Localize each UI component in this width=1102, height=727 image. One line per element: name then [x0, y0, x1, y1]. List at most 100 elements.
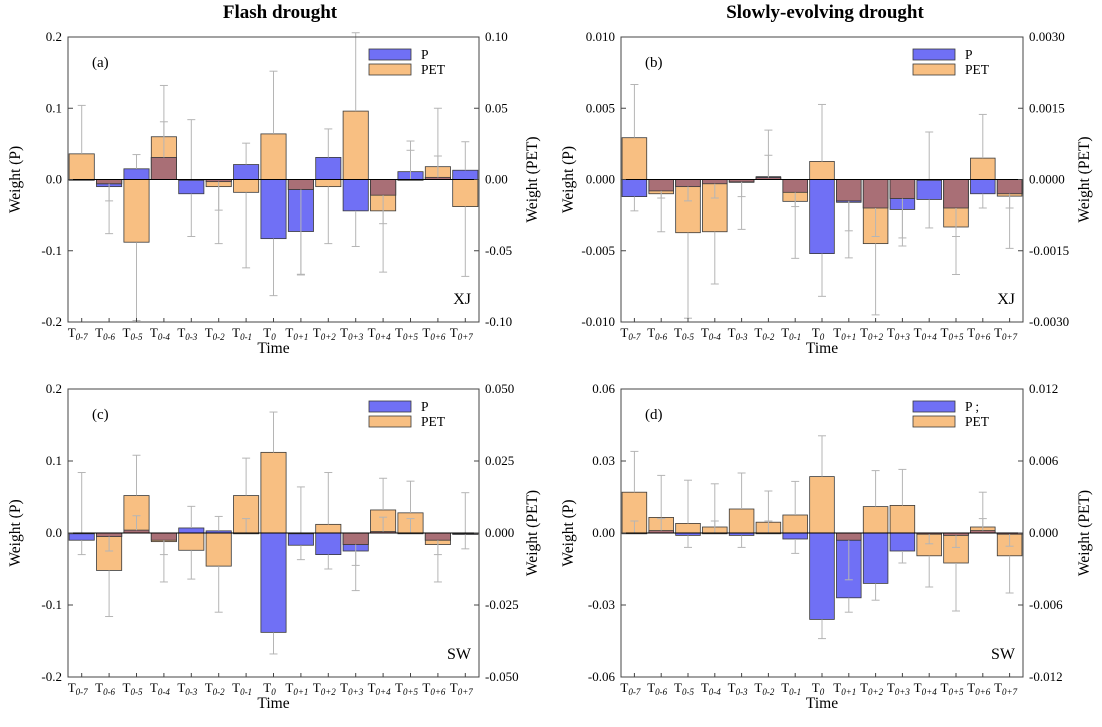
y-right-tick-label: 0.000 — [485, 525, 514, 540]
x-axis-title: Time — [806, 695, 838, 712]
x-tick-label-sub: 0-4 — [158, 332, 170, 342]
x-tick-label-sub: 0+3 — [895, 687, 911, 697]
x-tick-label-main: T — [368, 325, 376, 340]
y-right-axis-title: Weight (PET) — [524, 490, 541, 576]
bar-P — [260, 532, 287, 633]
y-left-tick-label: -0.1 — [41, 597, 62, 612]
x-tick-label-sub: 0+5 — [948, 332, 964, 342]
x-tick-label-main: T — [701, 680, 709, 695]
bar-PET — [315, 523, 342, 534]
legend-swatch-P — [912, 48, 956, 61]
x-tick-label: T0+2 — [313, 680, 337, 697]
x-tick-label-sub: 0+6 — [430, 687, 446, 697]
panel-label: (b) — [645, 55, 663, 71]
x-tick-label: T0-1 — [781, 325, 801, 342]
x-tick-label: T0+7 — [994, 325, 1018, 342]
legend-label-PET: PET — [965, 414, 990, 429]
x-tick-label: T0-1 — [232, 325, 252, 342]
bar-PET — [233, 179, 260, 193]
x-tick-label-sub: 0+5 — [403, 687, 419, 697]
x-tick-label: T0-4 — [150, 680, 170, 697]
bar-P — [916, 179, 942, 200]
x-tick-label: T0+2 — [860, 680, 884, 697]
x-tick-label-sub: 0+4 — [376, 687, 392, 697]
x-tick-label: T0 — [263, 325, 276, 342]
bar-PET — [782, 514, 808, 534]
y-right-tick-label: 0.000 — [1029, 525, 1058, 540]
bar-PET — [260, 451, 287, 534]
bar-P — [287, 532, 314, 546]
x-tick-label-sub: 0+1 — [293, 332, 308, 342]
bar-PET — [889, 504, 916, 534]
x-tick-label-sub: 0-6 — [103, 687, 115, 697]
x-tick-label-main: T — [422, 680, 430, 695]
x-tick-label-sub: 0-1 — [789, 332, 801, 342]
x-tick-label: T0-5 — [123, 325, 143, 342]
x-tick-label: T0+5 — [940, 325, 964, 342]
bar-overlap — [287, 179, 314, 190]
x-tick-label-main: T — [177, 325, 185, 340]
bar-overlap — [862, 179, 889, 209]
x-tick-label: T0+2 — [313, 325, 337, 342]
bar-PET — [123, 179, 150, 243]
y-left-tick-label: -0.2 — [41, 314, 62, 329]
panel-c: -0.2 -0.1 0.0 0.1 0.2 -0.050 -0.025 0.000 0.025 0… — [7, 381, 541, 712]
x-tick-label-sub: 0+7 — [458, 332, 474, 342]
x-tick-label-main: T — [150, 680, 158, 695]
y-right-tick-label: 0.025 — [485, 453, 514, 468]
x-tick-label: T0+6 — [967, 325, 991, 342]
x-tick-label-main: T — [232, 680, 240, 695]
x-tick-label: T0-3 — [177, 680, 197, 697]
x-tick-label-main: T — [647, 680, 655, 695]
bar-PET — [862, 506, 889, 534]
x-tick-label: T0+1 — [285, 680, 308, 697]
x-tick-label-main: T — [674, 325, 682, 340]
x-tick-label-main: T — [313, 680, 321, 695]
bar-PET — [315, 179, 342, 188]
x-tick-label-sub: 0+1 — [841, 332, 856, 342]
x-tick-label-sub: 0+4 — [922, 332, 938, 342]
bar-P — [782, 532, 808, 540]
x-tick-label-main: T — [422, 325, 430, 340]
y-right-tick-label: 0.0015 — [1029, 100, 1065, 115]
y-left-axis-title: Weight (P) — [560, 499, 577, 566]
y-left-tick-label: 0.06 — [592, 381, 615, 396]
x-tick-label-sub: 0+6 — [975, 687, 991, 697]
legend-swatch-P — [368, 400, 412, 413]
region-label: XJ — [453, 291, 471, 308]
bar-PET — [809, 476, 835, 534]
x-tick-label-sub: 0-5 — [682, 687, 694, 697]
x-tick-label: T0+5 — [940, 680, 964, 697]
y-left-tick-label: -0.2 — [41, 669, 62, 684]
x-tick-label-sub: 0-4 — [709, 687, 721, 697]
x-tick-label-sub: 0-4 — [709, 332, 721, 342]
x-tick-label-main: T — [450, 325, 458, 340]
x-tick-label-main: T — [754, 680, 762, 695]
x-tick-label-main: T — [887, 680, 895, 695]
x-tick-label-main: T — [123, 680, 131, 695]
x-tick-label-main: T — [263, 325, 271, 340]
x-tick-label-sub: 0-1 — [240, 332, 252, 342]
y-right-tick-label: -0.025 — [485, 597, 519, 612]
x-tick-label-sub: 0+1 — [293, 687, 308, 697]
legend-swatch-P — [912, 400, 956, 413]
y-left-axis-title: Weight (P) — [560, 146, 577, 213]
y-left-tick-label: 0.03 — [592, 453, 615, 468]
x-tick-label-sub: 0-3 — [185, 332, 197, 342]
x-tick-label: T0 — [263, 680, 276, 697]
bar-PET — [260, 133, 287, 180]
x-tick-label-main: T — [150, 325, 158, 340]
x-tick-label: T0+7 — [994, 680, 1018, 697]
x-tick-label: T0-4 — [150, 325, 170, 342]
x-tick-label-sub: 0+2 — [868, 332, 884, 342]
x-tick-label-sub: 0-5 — [130, 687, 142, 697]
x-tick-label: T0-6 — [647, 680, 667, 697]
bar-overlap — [996, 179, 1023, 195]
y-left-tick-label: 0.1 — [46, 453, 62, 468]
x-tick-label-main: T — [914, 680, 922, 695]
x-tick-label-sub: 0-1 — [789, 687, 801, 697]
legend-swatch-PET — [912, 415, 956, 428]
y-right-tick-label: -0.10 — [485, 314, 512, 329]
bar-overlap — [150, 532, 177, 541]
x-tick-label-main: T — [754, 325, 762, 340]
